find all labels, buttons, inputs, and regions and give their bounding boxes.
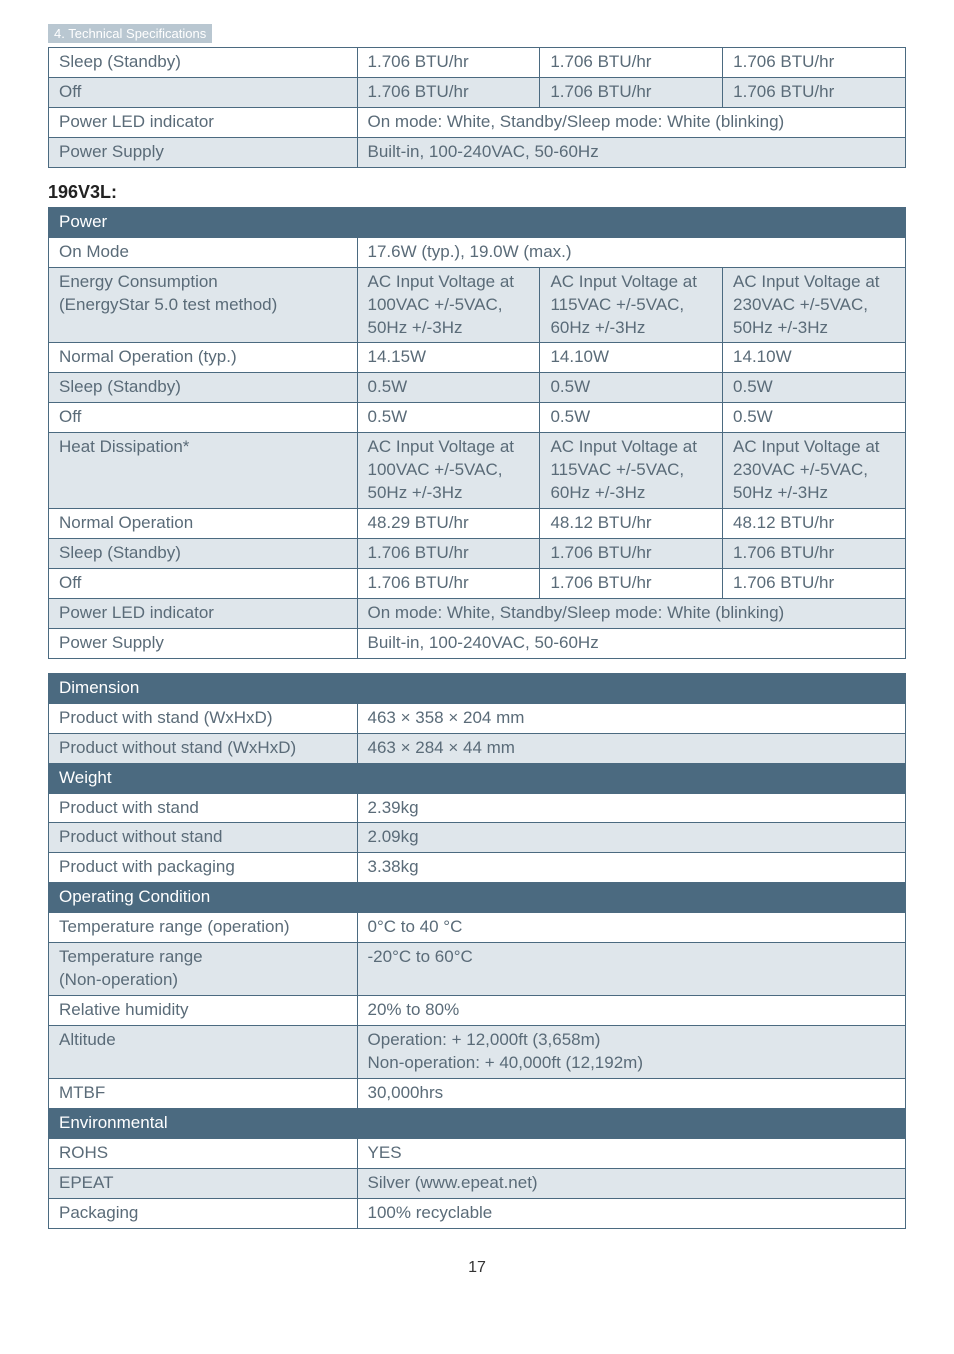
table-header: Environmental	[49, 1108, 906, 1138]
table-cell: 1.706 BTU/hr	[357, 77, 540, 107]
table-cell: On mode: White, Standby/Sleep mode: Whit…	[357, 598, 905, 628]
table-cell: 0.5W	[723, 373, 906, 403]
table-cell: 48.12 BTU/hr	[540, 509, 723, 539]
table-cell: On mode: White, Standby/Sleep mode: Whit…	[357, 107, 905, 137]
table-cell: Packaging	[49, 1198, 358, 1228]
table-cell: Silver (www.epeat.net)	[357, 1168, 905, 1198]
table-cell: Normal Operation	[49, 509, 358, 539]
table-cell: 0°C to 40 °C	[357, 913, 905, 943]
table-cell: 3.38kg	[357, 853, 905, 883]
table-cell: Temperature range (Non-operation)	[49, 943, 358, 996]
spec-table-power: PowerOn Mode17.6W (typ.), 19.0W (max.)En…	[48, 207, 906, 659]
table-cell: 48.12 BTU/hr	[723, 509, 906, 539]
table-cell: Product without stand (WxHxD)	[49, 733, 358, 763]
model-label: 196V3L:	[48, 182, 906, 203]
table-cell: -20°C to 60°C	[357, 943, 905, 996]
table-cell: 463 × 284 × 44 mm	[357, 733, 905, 763]
table-cell: 1.706 BTU/hr	[723, 48, 906, 78]
table-cell: 1.706 BTU/hr	[723, 77, 906, 107]
table-cell: Off	[49, 77, 358, 107]
page-number: 17	[48, 1259, 906, 1277]
table-cell: Relative humidity	[49, 996, 358, 1026]
table-cell: Power LED indicator	[49, 107, 358, 137]
table-cell: 14.10W	[723, 343, 906, 373]
table-cell: Normal Operation (typ.)	[49, 343, 358, 373]
table-cell: 17.6W (typ.), 19.0W (max.)	[357, 237, 905, 267]
table-cell: 30,000hrs	[357, 1078, 905, 1108]
table-cell: 1.706 BTU/hr	[723, 568, 906, 598]
spec-table-general: DimensionProduct with stand (WxHxD)463 ×…	[48, 673, 906, 1229]
table-header: Power	[49, 207, 906, 237]
table-cell: 1.706 BTU/hr	[540, 539, 723, 569]
table-cell: Temperature range (operation)	[49, 913, 358, 943]
spec-table-top: Sleep (Standby)1.706 BTU/hr1.706 BTU/hr1…	[48, 47, 906, 168]
table-cell: Off	[49, 568, 358, 598]
table-cell: AC Input Voltage at 115VAC +/-5VAC, 60Hz…	[540, 267, 723, 343]
table-cell: 0.5W	[540, 403, 723, 433]
table-cell: Altitude	[49, 1026, 358, 1079]
table-cell: Operation: + 12,000ft (3,658m) Non-opera…	[357, 1026, 905, 1079]
table-cell: AC Input Voltage at 115VAC +/-5VAC, 60Hz…	[540, 433, 723, 509]
table-cell: Built-in, 100-240VAC, 50-60Hz	[357, 628, 905, 658]
table-cell: Sleep (Standby)	[49, 539, 358, 569]
table-cell: Power Supply	[49, 137, 358, 167]
table-cell: EPEAT	[49, 1168, 358, 1198]
table-cell: 20% to 80%	[357, 996, 905, 1026]
table-cell: Built-in, 100-240VAC, 50-60Hz	[357, 137, 905, 167]
table-cell: 1.706 BTU/hr	[357, 568, 540, 598]
table-cell: 0.5W	[540, 373, 723, 403]
table-cell: 100% recyclable	[357, 1198, 905, 1228]
table-cell: AC Input Voltage at 230VAC +/-5VAC, 50Hz…	[723, 433, 906, 509]
table-cell: Heat Dissipation*	[49, 433, 358, 509]
table-cell: ROHS	[49, 1138, 358, 1168]
table-cell: 0.5W	[357, 373, 540, 403]
table-cell: 14.10W	[540, 343, 723, 373]
table-cell: Power LED indicator	[49, 598, 358, 628]
table-cell: YES	[357, 1138, 905, 1168]
table-cell: 463 × 358 × 204 mm	[357, 703, 905, 733]
table-cell: Product with stand	[49, 793, 358, 823]
table-cell: AC Input Voltage at 100VAC +/-5VAC, 50Hz…	[357, 267, 540, 343]
table-header: Dimension	[49, 673, 906, 703]
table-cell: 1.706 BTU/hr	[723, 539, 906, 569]
table-cell: 48.29 BTU/hr	[357, 509, 540, 539]
table-cell: Power Supply	[49, 628, 358, 658]
table-cell: 1.706 BTU/hr	[540, 48, 723, 78]
table-cell: 2.09kg	[357, 823, 905, 853]
table-cell: 2.39kg	[357, 793, 905, 823]
table-cell: Product without stand	[49, 823, 358, 853]
table-cell: 1.706 BTU/hr	[357, 48, 540, 78]
table-cell: Product with stand (WxHxD)	[49, 703, 358, 733]
table-cell: 1.706 BTU/hr	[357, 539, 540, 569]
table-cell: Off	[49, 403, 358, 433]
table-header: Weight	[49, 763, 906, 793]
table-cell: 0.5W	[357, 403, 540, 433]
table-cell: Energy Consumption (EnergyStar 5.0 test …	[49, 267, 358, 343]
table-cell: AC Input Voltage at 100VAC +/-5VAC, 50Hz…	[357, 433, 540, 509]
table-cell: AC Input Voltage at 230VAC +/-5VAC, 50Hz…	[723, 267, 906, 343]
table-header: Operating Condition	[49, 883, 906, 913]
table-cell: Sleep (Standby)	[49, 48, 358, 78]
table-cell: Sleep (Standby)	[49, 373, 358, 403]
table-cell: Product with packaging	[49, 853, 358, 883]
section-tag: 4. Technical Specifications	[48, 24, 212, 43]
table-cell: 1.706 BTU/hr	[540, 568, 723, 598]
table-cell: 1.706 BTU/hr	[540, 77, 723, 107]
table-cell: 0.5W	[723, 403, 906, 433]
table-cell: On Mode	[49, 237, 358, 267]
table-cell: 14.15W	[357, 343, 540, 373]
table-cell: MTBF	[49, 1078, 358, 1108]
